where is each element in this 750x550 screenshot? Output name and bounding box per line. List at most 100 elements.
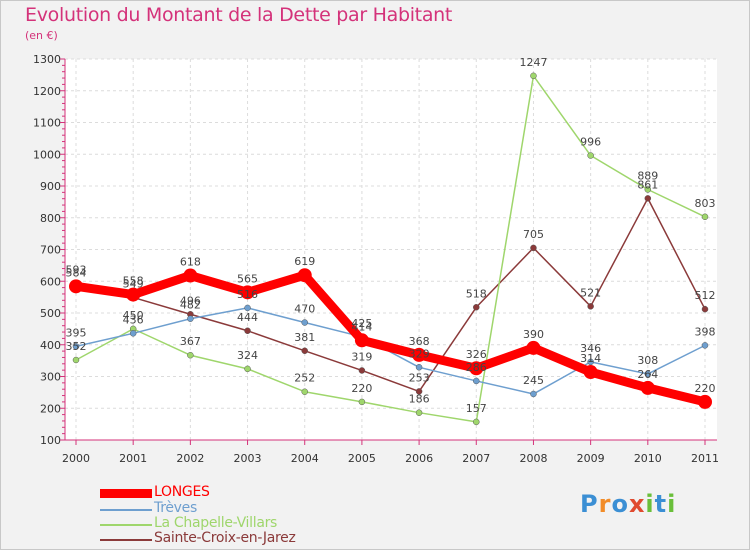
data-label: 367 xyxy=(180,335,201,348)
x-tick-label: 2000 xyxy=(62,452,90,465)
data-point xyxy=(698,394,712,409)
data-point xyxy=(129,330,137,337)
data-label: 395 xyxy=(66,326,87,339)
series-line-3 xyxy=(75,197,706,393)
data-point xyxy=(415,364,423,371)
data-label: 157 xyxy=(466,402,487,415)
data-point xyxy=(358,367,366,374)
logo-letter: t xyxy=(654,490,668,518)
data-label: 593 xyxy=(66,263,87,276)
data-label: 565 xyxy=(237,272,258,285)
data-point xyxy=(587,303,594,310)
y-tick-label: 500 xyxy=(40,307,61,320)
y-tick-label: 300 xyxy=(40,371,61,384)
data-label: 414 xyxy=(351,320,372,333)
data-point xyxy=(244,327,251,335)
data-point xyxy=(183,268,198,283)
x-tick-label: 2002 xyxy=(176,452,204,465)
y-tick-label: 100 xyxy=(40,434,61,447)
logo-letter: i xyxy=(645,490,655,518)
data-point xyxy=(301,388,308,395)
data-point xyxy=(301,347,308,355)
legend-swatch-treves xyxy=(100,509,152,511)
data-label: 584 xyxy=(66,266,87,279)
data-point xyxy=(701,213,709,221)
data-point xyxy=(473,377,480,385)
data-point xyxy=(412,347,427,362)
legend-swatch-longes xyxy=(100,489,152,498)
data-label: 512 xyxy=(695,289,716,302)
data-point xyxy=(473,418,480,426)
y-tick-label: 600 xyxy=(40,275,61,288)
data-label: 381 xyxy=(294,331,315,344)
data-label: 319 xyxy=(351,350,372,363)
data-label: 264 xyxy=(637,368,658,381)
legend-swatch-sainte-croix-en-jarez xyxy=(100,539,152,541)
data-label: 286 xyxy=(466,361,487,374)
series-line-0 xyxy=(75,270,707,407)
data-label: 518 xyxy=(466,287,487,300)
data-label: 326 xyxy=(466,348,487,361)
data-point xyxy=(72,343,80,350)
y-tick-label: 400 xyxy=(40,339,61,352)
data-point xyxy=(701,342,709,349)
x-tick-label: 2005 xyxy=(348,452,376,465)
data-point xyxy=(415,388,423,395)
data-label: 308 xyxy=(637,354,658,367)
data-point xyxy=(587,152,594,159)
data-label: 450 xyxy=(123,309,144,322)
data-point xyxy=(644,370,652,378)
data-point xyxy=(69,279,83,294)
data-point xyxy=(297,268,312,283)
data-label: 324 xyxy=(237,349,258,362)
data-label: 482 xyxy=(180,299,201,312)
y-tick-label: 1200 xyxy=(33,85,61,98)
x-tick-label: 2003 xyxy=(234,452,262,465)
data-label: 1247 xyxy=(519,56,547,69)
chart-title: Evolution du Montant de la Dette par Hab… xyxy=(25,4,453,26)
x-tick-label: 2011 xyxy=(691,452,719,465)
legend-swatch-la-chapelle-villars xyxy=(100,524,152,526)
legend-label-sainte-croix-en-jarez: Sainte-Croix-en-Jarez xyxy=(154,530,296,546)
data-label: 220 xyxy=(695,382,716,395)
chart-subtitle: (en €) xyxy=(25,29,58,42)
series-line-2 xyxy=(75,75,706,423)
data-label: 803 xyxy=(695,197,716,210)
x-tick-label: 2006 xyxy=(405,452,433,465)
data-point xyxy=(415,409,423,416)
data-label: 496 xyxy=(180,294,201,307)
data-point xyxy=(640,380,655,395)
data-label: 253 xyxy=(409,371,430,384)
data-label: 705 xyxy=(523,228,544,241)
data-point xyxy=(301,319,308,326)
data-point xyxy=(244,304,251,312)
data-label: 558 xyxy=(123,275,144,288)
y-tick-label: 1300 xyxy=(33,53,61,66)
data-point xyxy=(587,358,594,366)
data-label: 329 xyxy=(409,347,430,360)
logo-letter: i xyxy=(667,490,677,518)
data-label: 996 xyxy=(580,136,601,149)
data-label: 619 xyxy=(294,255,315,268)
logo-letter: o xyxy=(611,490,629,518)
data-point xyxy=(358,398,366,406)
logo-letter: r xyxy=(598,490,612,518)
data-label: 861 xyxy=(637,178,658,191)
data-label: 314 xyxy=(580,352,601,365)
data-label: 618 xyxy=(180,256,201,269)
logo-letter: x xyxy=(628,490,646,518)
y-tick-label: 800 xyxy=(40,212,61,225)
data-point xyxy=(530,390,537,398)
data-label: 186 xyxy=(409,393,430,406)
data-point xyxy=(469,361,484,376)
x-tick-label: 2008 xyxy=(519,452,547,465)
data-point xyxy=(583,365,598,380)
data-point xyxy=(530,72,537,80)
x-tick-label: 2010 xyxy=(634,452,662,465)
data-point xyxy=(644,186,652,193)
data-point xyxy=(530,244,537,252)
legend-label-la-chapelle-villars: La Chapelle-Villars xyxy=(154,515,278,531)
data-label: 516 xyxy=(237,288,258,301)
y-tick-label: 200 xyxy=(40,402,61,415)
